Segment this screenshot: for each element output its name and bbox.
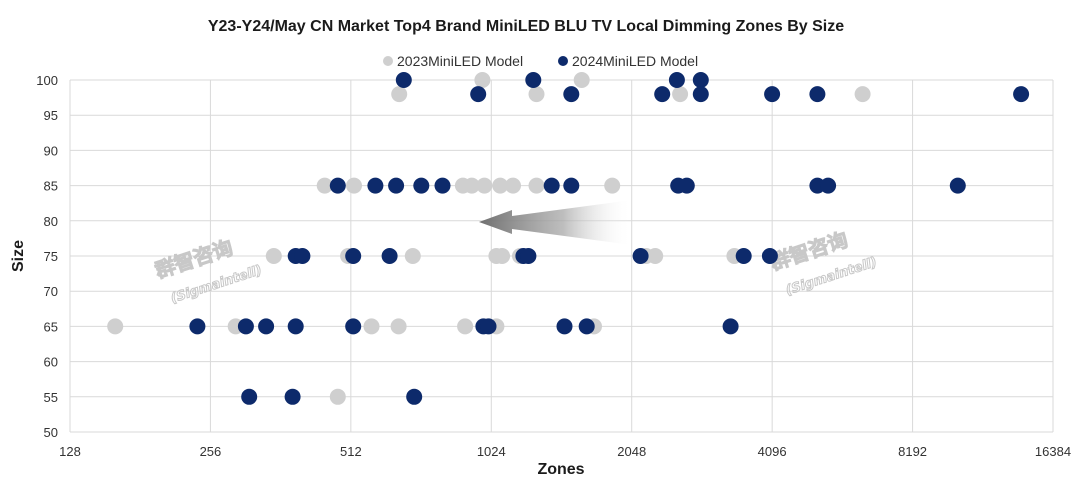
y-tick-label: 90 [44, 143, 58, 158]
trend-arrow [479, 200, 632, 245]
point-2023 [474, 72, 491, 88]
point-2023 [604, 177, 621, 194]
point-2024 [654, 86, 671, 103]
point-2023 [476, 177, 493, 194]
y-tick-label: 50 [44, 425, 58, 440]
point-2024 [345, 248, 362, 264]
point-2023 [316, 177, 333, 194]
x-tick-label: 8192 [898, 444, 927, 459]
legend-marker-2023 [383, 56, 393, 66]
point-2024 [1013, 86, 1030, 103]
point-2023 [573, 72, 590, 88]
y-tick-label: 70 [44, 284, 58, 299]
point-2023 [492, 177, 509, 194]
point-2024 [189, 318, 206, 335]
point-2023 [854, 86, 871, 103]
point-2024 [722, 318, 739, 335]
point-2024 [563, 86, 580, 103]
point-2023 [494, 248, 511, 264]
point-2024 [820, 177, 837, 194]
point-2024 [949, 177, 966, 194]
point-2024 [381, 248, 398, 264]
legend: 2023MiniLED Model 2024MiniLED Model [383, 53, 698, 69]
point-2024 [294, 248, 311, 264]
y-tick-label: 75 [44, 249, 58, 264]
point-2023 [647, 248, 664, 264]
point-2024 [395, 72, 412, 88]
point-2023 [346, 177, 362, 194]
y-tick-label: 55 [44, 390, 58, 405]
y-tick-label: 100 [36, 73, 58, 88]
legend-label-2024: 2024MiniLED Model [572, 53, 698, 69]
point-2023 [505, 177, 521, 194]
point-2024 [287, 318, 304, 335]
x-tick-label: 1024 [477, 444, 506, 459]
point-2024 [241, 388, 258, 405]
y-tick-label: 85 [44, 179, 58, 194]
point-2024 [388, 177, 405, 194]
point-2024 [692, 72, 709, 88]
chart-title: Y23-Y24/May CN Market Top4 Brand MiniLED… [208, 18, 844, 35]
y-tick-label: 60 [44, 355, 58, 370]
y-axis-title: Size [10, 240, 27, 272]
point-2024 [367, 177, 384, 194]
watermark-left: 群智咨询 (Sigmaintell) [151, 235, 265, 307]
point-2024 [764, 86, 781, 103]
point-2024 [406, 388, 423, 405]
point-2024 [237, 318, 254, 335]
point-2024 [329, 177, 346, 194]
point-2024 [470, 86, 487, 103]
legend-marker-2024 [558, 56, 568, 66]
point-2024 [525, 72, 542, 88]
point-2024 [761, 248, 778, 264]
point-2024 [692, 86, 709, 103]
point-2024 [563, 177, 580, 194]
watermark-right: 群智咨询 (Sigmaintell) [766, 227, 880, 299]
x-tick-label: 4096 [758, 444, 787, 459]
y-tick-label: 65 [44, 319, 58, 334]
x-tick-label: 256 [200, 444, 222, 459]
point-2023 [404, 248, 421, 264]
point-2023 [528, 86, 545, 103]
x-tick-label: 16384 [1035, 444, 1071, 459]
point-2024 [668, 72, 685, 88]
point-2023 [363, 318, 380, 335]
x-tick-label: 512 [340, 444, 362, 459]
x-axis-title: Zones [537, 461, 584, 478]
point-2024 [578, 318, 595, 335]
point-2024 [809, 86, 826, 103]
y-tick-labels: 50 55 60 65 70 75 80 85 90 95 100 [36, 73, 58, 440]
legend-label-2023: 2023MiniLED Model [397, 53, 523, 69]
point-2023 [265, 248, 282, 264]
point-2024 [556, 318, 573, 335]
point-2024 [345, 318, 362, 335]
point-2024 [543, 177, 560, 194]
point-2023 [672, 86, 689, 103]
point-2024 [678, 177, 695, 194]
series-2024 [189, 72, 1030, 405]
x-tick-label: 128 [59, 444, 81, 459]
x-tick-label: 2048 [617, 444, 646, 459]
x-tick-labels: 128 256 512 1024 2048 4096 8192 16384 [59, 444, 1071, 459]
point-2024 [735, 248, 752, 264]
point-2024 [480, 318, 497, 335]
point-2023 [107, 318, 124, 335]
point-2024 [258, 318, 275, 335]
point-2023 [463, 177, 480, 194]
point-2023 [391, 86, 408, 103]
point-2023 [457, 318, 474, 335]
point-2024 [284, 388, 301, 405]
y-tick-label: 80 [44, 214, 58, 229]
y-tick-label: 95 [44, 108, 58, 123]
point-2023 [528, 177, 545, 194]
point-2024 [434, 177, 451, 194]
point-2024 [632, 248, 649, 264]
point-2024 [413, 177, 430, 194]
point-2024 [520, 248, 537, 264]
point-2023 [329, 388, 346, 405]
point-2023 [390, 318, 407, 335]
